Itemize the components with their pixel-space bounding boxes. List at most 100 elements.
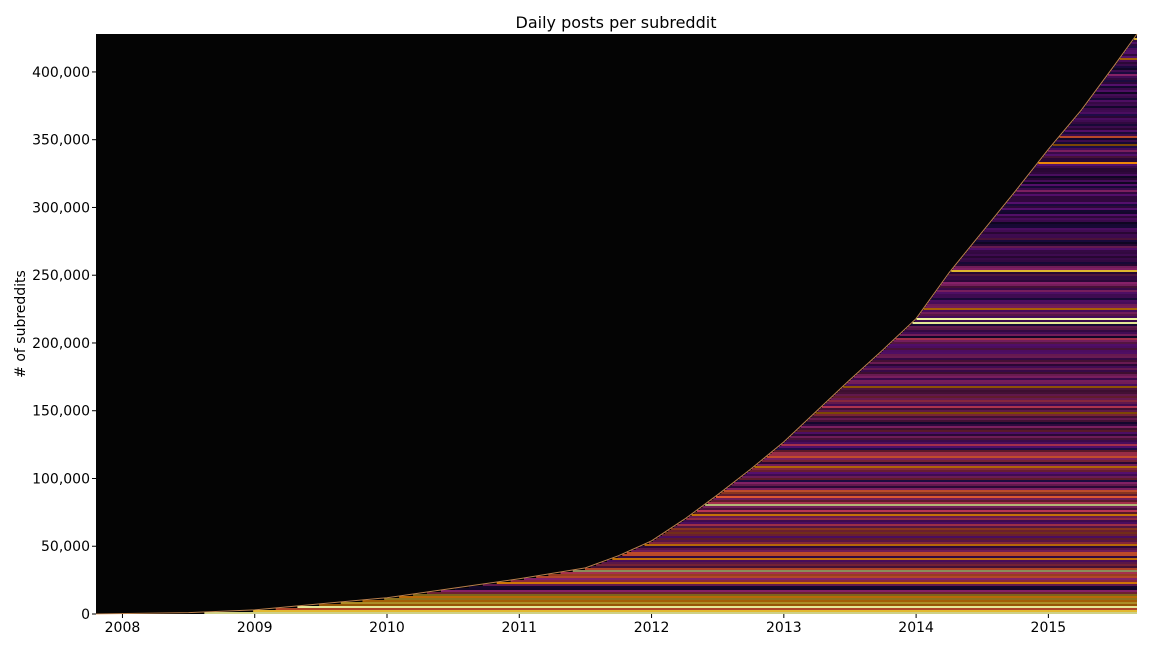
heatmap-row bbox=[754, 466, 1137, 468]
heatmap-row bbox=[988, 224, 1137, 226]
heatmap-row bbox=[694, 512, 1137, 514]
heatmap-row bbox=[1079, 112, 1137, 114]
heatmap-row bbox=[718, 494, 1137, 496]
x-tick-label: 2011 bbox=[501, 620, 537, 636]
heatmap-row bbox=[901, 332, 1137, 334]
heatmap-row bbox=[640, 546, 1137, 548]
heatmap-row bbox=[731, 484, 1137, 486]
heatmap-row bbox=[821, 406, 1137, 408]
heatmap-row bbox=[869, 362, 1137, 364]
heatmap-row bbox=[836, 392, 1137, 394]
heatmap-row bbox=[728, 486, 1137, 488]
heatmap-row bbox=[926, 304, 1137, 306]
heatmap-row bbox=[721, 492, 1137, 494]
heatmap-row bbox=[1094, 92, 1137, 94]
y-tick-label: 250,000 bbox=[32, 268, 90, 284]
y-tick-label: 50,000 bbox=[41, 539, 90, 555]
heatmap-row bbox=[865, 366, 1137, 368]
heatmap-row bbox=[1033, 168, 1137, 170]
heatmap-row bbox=[930, 298, 1137, 300]
heatmap-row bbox=[1119, 58, 1137, 60]
heatmap-row bbox=[914, 320, 1137, 322]
heatmap-row bbox=[710, 500, 1137, 502]
heatmap-row bbox=[1001, 208, 1137, 210]
heatmap-row bbox=[959, 260, 1137, 262]
heatmap-row bbox=[1081, 110, 1137, 112]
heatmap-row bbox=[929, 300, 1137, 302]
heatmap-row bbox=[897, 336, 1137, 338]
heatmap-row bbox=[1099, 86, 1137, 88]
heatmap-row bbox=[933, 294, 1137, 296]
heatmap-row bbox=[895, 338, 1137, 340]
y-tick-label: 100,000 bbox=[32, 471, 90, 487]
heatmap-row bbox=[828, 400, 1137, 402]
heatmap-row bbox=[972, 244, 1137, 246]
heatmap-row bbox=[1044, 154, 1137, 156]
heatmap-row bbox=[1030, 172, 1137, 174]
heatmap-row bbox=[468, 586, 1137, 588]
heatmap-row bbox=[631, 550, 1137, 552]
heatmap-row bbox=[802, 424, 1137, 426]
heatmap-row bbox=[807, 420, 1137, 422]
heatmap-row bbox=[253, 610, 1137, 612]
heatmap-row bbox=[665, 532, 1137, 534]
heatmap-row bbox=[928, 302, 1137, 304]
heatmap-row bbox=[536, 576, 1137, 578]
heatmap-row bbox=[1084, 106, 1137, 108]
heatmap-row bbox=[1097, 88, 1137, 90]
heatmap-row bbox=[939, 286, 1137, 288]
heatmap-row bbox=[800, 426, 1137, 428]
heatmap-row bbox=[882, 350, 1137, 352]
heatmap-row bbox=[871, 360, 1137, 362]
heatmap-row bbox=[548, 574, 1137, 576]
heatmap-row bbox=[1004, 204, 1137, 206]
heatmap-row bbox=[736, 480, 1137, 482]
heatmap-row bbox=[1067, 126, 1137, 128]
heatmap-row bbox=[773, 450, 1137, 452]
heatmap-row bbox=[482, 584, 1137, 586]
heatmap-row bbox=[697, 510, 1137, 512]
heatmap-row bbox=[1016, 190, 1137, 192]
heatmap-row bbox=[1131, 42, 1137, 44]
heatmap-row bbox=[275, 608, 1137, 610]
heatmap-row bbox=[606, 560, 1137, 562]
heatmap-row bbox=[954, 266, 1137, 268]
heatmap-row bbox=[1051, 146, 1137, 148]
heatmap-row bbox=[1085, 104, 1137, 106]
heatmap-row bbox=[652, 540, 1137, 542]
heatmap-row bbox=[948, 274, 1137, 276]
heatmap-row bbox=[399, 596, 1137, 598]
heatmap-row bbox=[496, 582, 1137, 584]
x-tick-label: 2015 bbox=[1031, 620, 1067, 636]
heatmap-row bbox=[824, 404, 1137, 406]
y-tick-label: 300,000 bbox=[32, 200, 90, 216]
x-tick-label: 2010 bbox=[369, 620, 405, 636]
heatmap-row bbox=[683, 520, 1137, 522]
heatmap-row bbox=[741, 476, 1137, 478]
heatmap-row bbox=[1122, 54, 1137, 56]
heatmap-row bbox=[1096, 90, 1137, 92]
heatmap-row bbox=[906, 328, 1137, 330]
heatmap-row bbox=[938, 288, 1137, 290]
y-tick-label: 200,000 bbox=[32, 336, 90, 352]
heatmap-row bbox=[876, 356, 1137, 358]
heatmap-row bbox=[889, 344, 1137, 346]
heatmap-row bbox=[1041, 158, 1137, 160]
heatmap-row bbox=[990, 222, 1137, 224]
heatmap-row bbox=[739, 478, 1137, 480]
heatmap-row bbox=[792, 434, 1137, 436]
heatmap-row bbox=[873, 358, 1137, 360]
heatmap-row bbox=[427, 592, 1137, 594]
heatmap-row bbox=[899, 334, 1137, 336]
heatmap-row bbox=[973, 242, 1137, 244]
heatmap-row bbox=[707, 502, 1137, 504]
heatmap-row bbox=[1093, 94, 1137, 96]
heatmap-row bbox=[964, 254, 1137, 256]
heatmap-row bbox=[936, 290, 1137, 292]
heatmap-row bbox=[1090, 98, 1137, 100]
heatmap-row bbox=[1100, 84, 1137, 86]
heatmap-row bbox=[978, 236, 1137, 238]
heatmap-row bbox=[965, 252, 1137, 254]
heatmap-row bbox=[715, 496, 1137, 498]
